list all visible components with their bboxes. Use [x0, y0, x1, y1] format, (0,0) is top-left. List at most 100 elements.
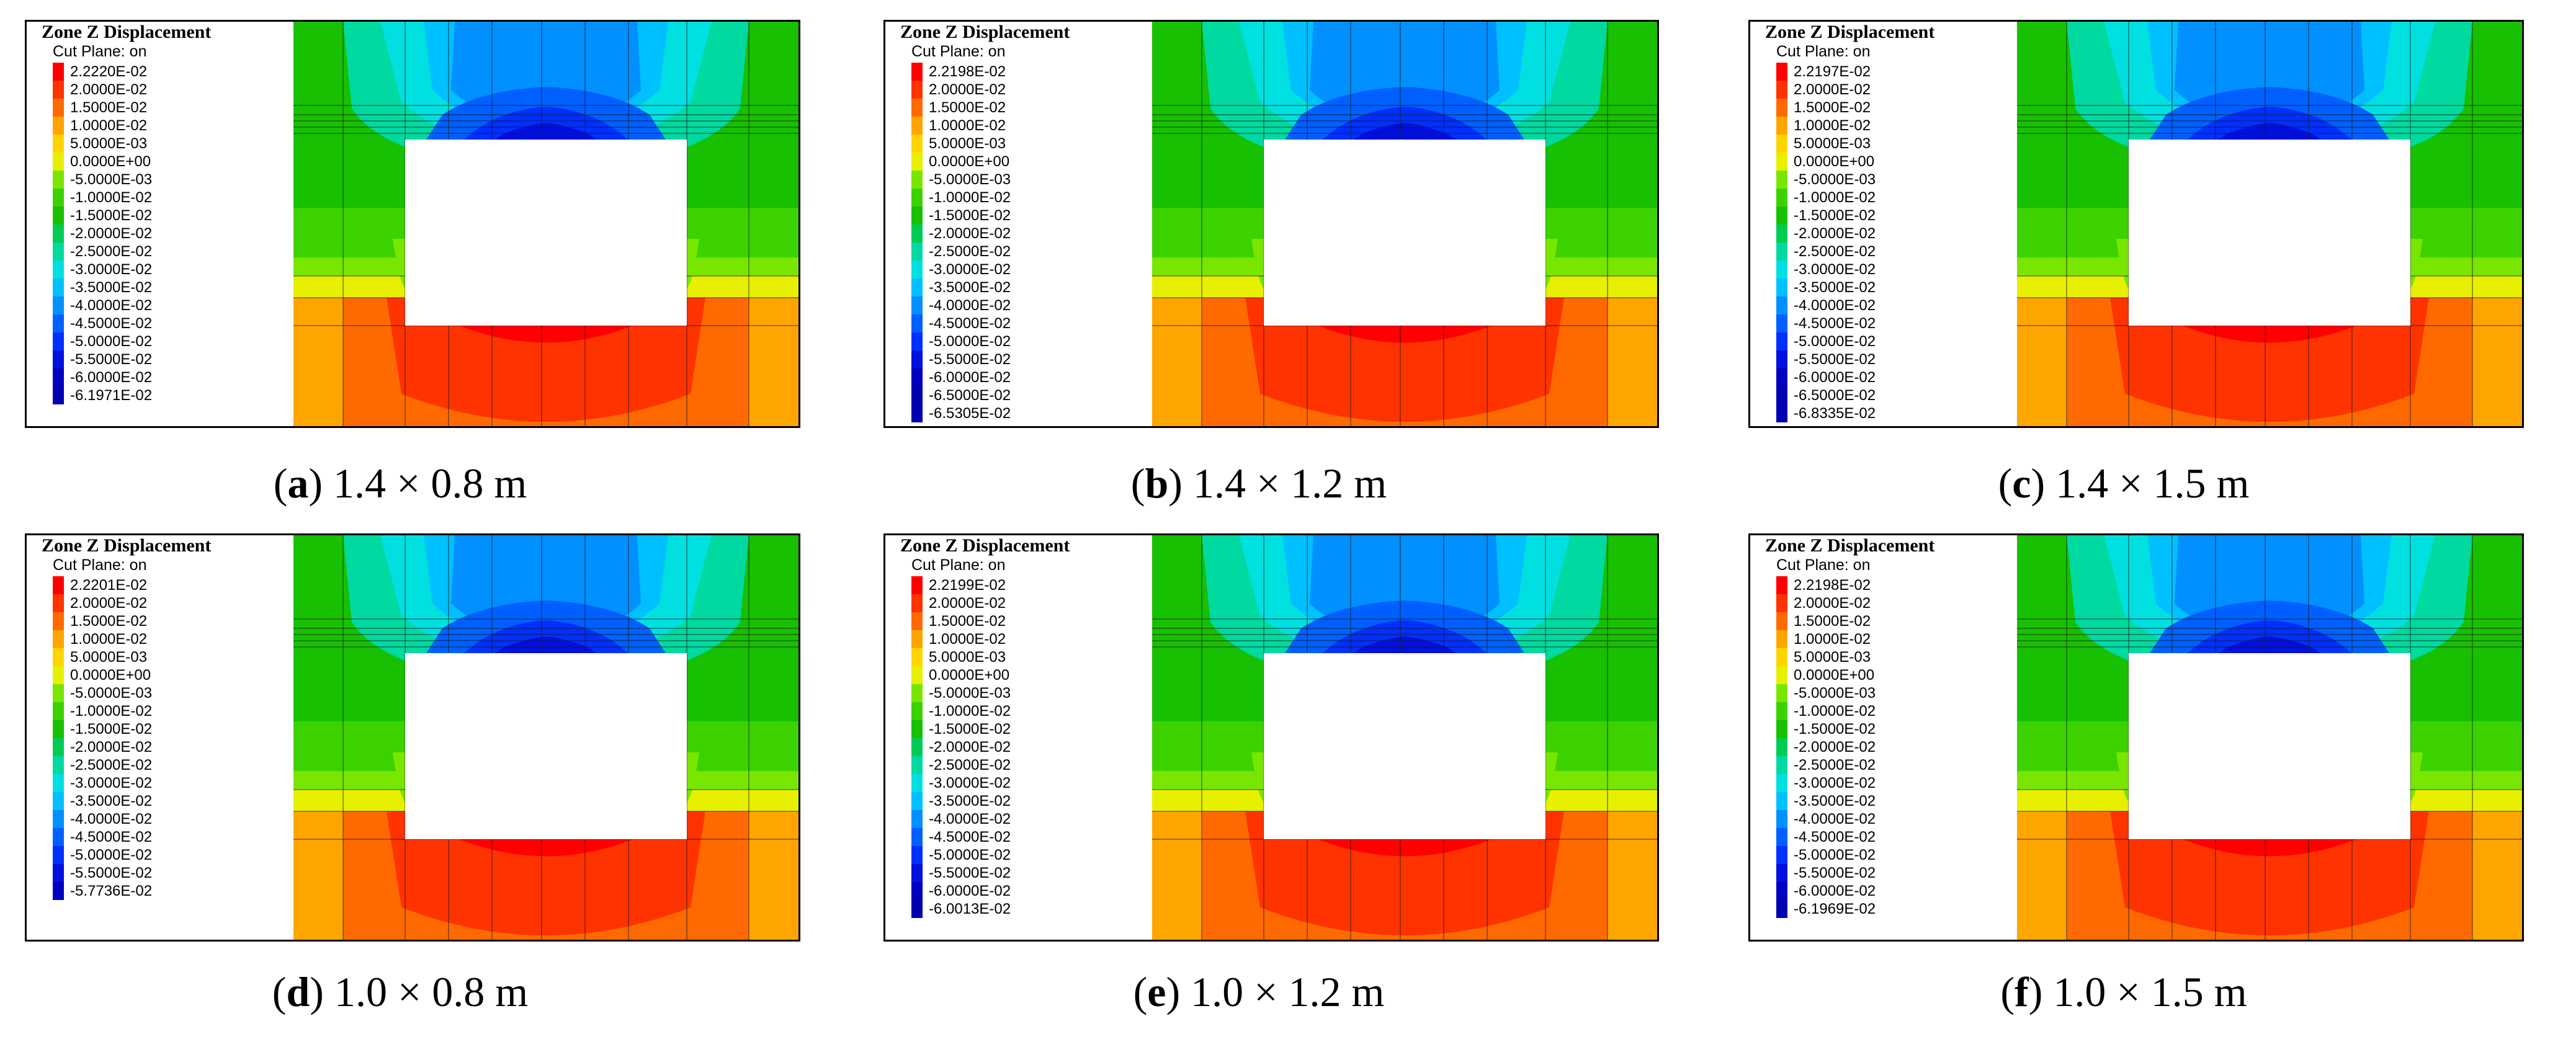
legend-swatch	[1776, 576, 1787, 594]
contour-plot	[1152, 535, 1657, 940]
legend-entry: -4.0000E-02	[911, 810, 1147, 828]
legend-entry: -5.5000E-02	[911, 864, 1147, 882]
legend-value: -6.0000E-02	[929, 883, 1011, 899]
excavation-opening-cover	[2129, 653, 2410, 839]
excavation-opening-cover	[1264, 653, 1545, 839]
legend-swatch	[1776, 153, 1787, 171]
legend-swatch	[911, 738, 923, 756]
panel-frame: Zone Z Displacement Cut Plane: on 2.2199…	[883, 533, 1659, 942]
legend-subtitle: Cut Plane: on	[1776, 556, 1871, 574]
legend-swatch	[1776, 207, 1787, 225]
legend-value: 5.0000E-03	[929, 649, 1006, 666]
legend-entry: -6.1969E-02	[1776, 900, 2012, 918]
legend-swatch	[911, 756, 923, 774]
legend-subtitle: Cut Plane: on	[911, 43, 1006, 60]
legend-swatch	[1776, 630, 1787, 648]
legend-swatch	[911, 278, 923, 296]
legend-value: -1.5000E-02	[1794, 207, 1876, 224]
contour-plot	[293, 22, 798, 426]
legend-entry: 1.5000E-02	[911, 99, 1147, 117]
legend-value: -5.0000E-02	[70, 333, 153, 350]
legend-value: -5.5000E-02	[70, 865, 153, 881]
legend-entry: -6.0000E-02	[1776, 368, 2012, 386]
legend-value: 1.0000E-02	[1794, 631, 1871, 648]
legend-value: -4.5000E-02	[70, 829, 153, 845]
legend-title: Zone Z Displacement	[42, 22, 212, 42]
legend-title: Zone Z Displacement	[42, 535, 212, 556]
contour-plot	[2017, 22, 2522, 426]
legend-value: -3.0000E-02	[70, 775, 153, 791]
legend-swatch	[911, 314, 923, 332]
legend-value: 2.0000E-02	[1794, 81, 1871, 98]
legend-entry: -3.5000E-02	[53, 792, 288, 810]
legend-value: -2.0000E-02	[929, 739, 1011, 755]
legend-swatch	[53, 63, 64, 81]
legend-subtitle: Cut Plane: on	[1776, 43, 1871, 60]
legend-entry: 2.0000E-02	[53, 81, 288, 99]
legend-entry: -1.0000E-02	[53, 702, 288, 720]
zone-red-orange	[387, 298, 705, 422]
legend-swatch	[1776, 648, 1787, 666]
legend-subtitle: Cut Plane: on	[53, 43, 147, 60]
legend-entry: 2.2220E-02	[53, 63, 288, 81]
legend-entry: -1.0000E-02	[911, 702, 1147, 720]
legend-value: -1.5000E-02	[929, 721, 1011, 737]
legend-swatch	[911, 846, 923, 864]
panel-c: Zone Z Displacement Cut Plane: on 2.2197…	[1724, 0, 2524, 428]
legend-value: -4.5000E-02	[70, 315, 153, 332]
legend-value: -1.0000E-02	[70, 189, 153, 206]
legend-entry: -5.0000E-02	[911, 332, 1147, 350]
legend-value: -5.0000E-03	[70, 171, 153, 188]
caption-letter: b	[1145, 460, 1169, 507]
legend-value: 2.2201E-02	[70, 577, 148, 594]
legend-value: -5.7736E-02	[70, 883, 153, 899]
legend-swatch	[911, 332, 923, 350]
legend-value: -5.0000E-02	[929, 847, 1011, 863]
legend-swatch	[1776, 278, 1787, 296]
legend-value: -2.0000E-02	[70, 739, 153, 755]
legend-value: -1.0000E-02	[1794, 189, 1876, 206]
legend-swatch	[53, 738, 64, 756]
legend-swatch	[1776, 117, 1787, 135]
legend-title: Zone Z Displacement	[900, 535, 1070, 556]
legend-value: 0.0000E+00	[929, 667, 1010, 684]
excavation-opening-cover	[405, 653, 687, 839]
legend-swatch	[911, 630, 923, 648]
legend-entry: 0.0000E+00	[53, 666, 288, 684]
legend-value: -5.0000E-03	[929, 171, 1011, 188]
legend-entry: -5.0000E-03	[911, 684, 1147, 702]
legend-entry: -3.0000E-02	[1776, 261, 2012, 278]
panel-frame: Zone Z Displacement Cut Plane: on 2.2197…	[1748, 20, 2524, 428]
legend-value: 2.0000E-02	[70, 81, 148, 98]
legend-swatch	[53, 648, 64, 666]
legend-entry: -5.0000E-02	[53, 332, 288, 350]
legend-entry: -4.5000E-02	[911, 314, 1147, 332]
legend-swatch	[1776, 386, 1787, 404]
legend-value: -4.5000E-02	[929, 315, 1011, 332]
zone-deepest-blue	[2218, 636, 2321, 653]
zone-deepest-blue	[494, 636, 597, 653]
legend-entry: -3.0000E-02	[911, 774, 1147, 792]
legend-entry: 1.0000E-02	[53, 630, 288, 648]
caption-letter: a	[287, 460, 309, 507]
legend: Zone Z Displacement Cut Plane: on 2.2198…	[1750, 535, 2017, 940]
contour-plot	[2017, 535, 2522, 940]
panel-a: Zone Z Displacement Cut Plane: on 2.2220…	[0, 0, 800, 428]
legend-value: -3.5000E-02	[70, 279, 153, 296]
legend-entry: -6.5000E-02	[1776, 386, 2012, 404]
legend-swatch	[53, 225, 64, 243]
panel-e: Zone Z Displacement Cut Plane: on 2.2199…	[859, 514, 1659, 942]
legend-entry: -5.5000E-02	[1776, 350, 2012, 368]
legend-entry: 0.0000E+00	[911, 666, 1147, 684]
legend-entry: -6.0000E-02	[53, 368, 288, 386]
legend-value: 5.0000E-03	[70, 135, 148, 152]
caption-letter: f	[2015, 968, 2029, 1015]
legend-subtitle: Cut Plane: on	[53, 556, 147, 574]
legend-value: -5.0000E-02	[929, 333, 1011, 350]
legend-swatch	[911, 153, 923, 171]
legend-swatch	[911, 648, 923, 666]
legend-entry: -4.5000E-02	[53, 314, 288, 332]
legend-entry: -3.0000E-02	[53, 261, 288, 278]
legend-swatch	[1776, 846, 1787, 864]
legend-swatch	[911, 350, 923, 368]
